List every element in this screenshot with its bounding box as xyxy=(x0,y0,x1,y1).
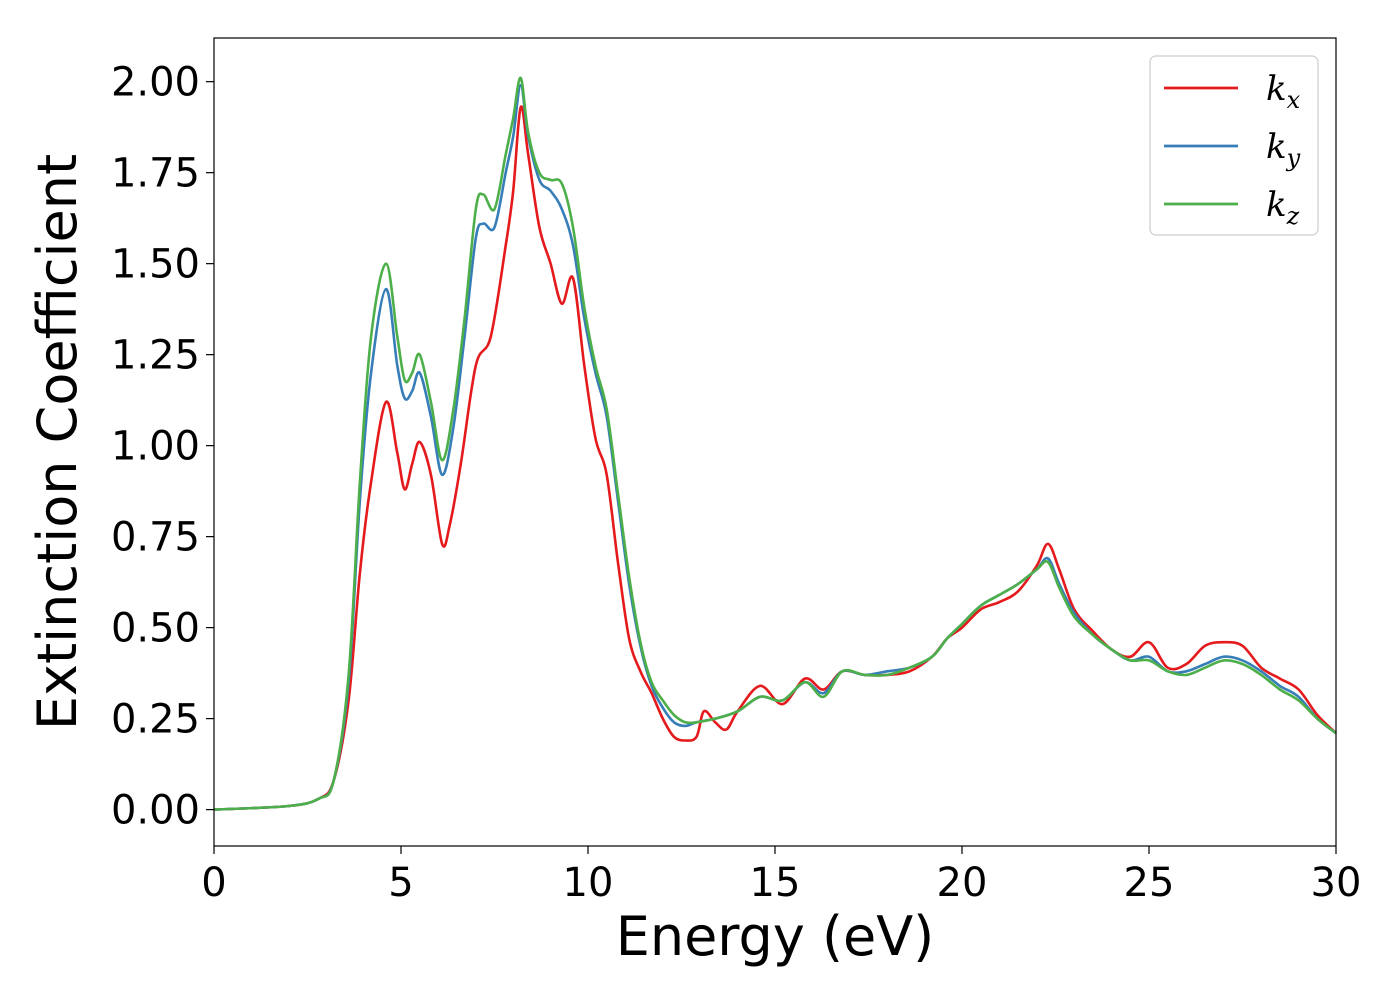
y-tick-label: 0.75 xyxy=(111,515,200,561)
y-axis-ticks: 0.00 0.25 0.50 0.75 1.00 1.25 1.50 1.75 2.00 xyxy=(111,60,214,834)
legend-label-subscript: x xyxy=(1287,86,1301,114)
y-tick-label: 1.50 xyxy=(111,242,200,288)
y-tick-label: 2.00 xyxy=(111,60,200,106)
legend-label-main: k xyxy=(1266,127,1287,167)
y-tick-label: 1.75 xyxy=(111,151,200,197)
legend-label-subscript: z xyxy=(1286,202,1300,230)
legend-label-subscript: y xyxy=(1286,144,1301,172)
y-tick-label: 0.00 xyxy=(111,788,200,834)
y-axis-label: Extinction Coefficient xyxy=(26,154,89,730)
y-tick-label: 1.00 xyxy=(111,424,200,470)
legend-label-z: kz xyxy=(1266,185,1300,230)
x-axis-ticks: 0 5 10 15 20 25 30 xyxy=(201,846,1361,906)
legend-label-y: ky xyxy=(1266,127,1301,172)
y-tick-label: 0.25 xyxy=(111,697,200,743)
x-tick-label: 15 xyxy=(750,860,801,906)
x-tick-label: 5 xyxy=(388,860,413,906)
y-tick-label: 1.25 xyxy=(111,333,200,379)
y-tick-label: 0.50 xyxy=(111,606,200,652)
legend-label-x: kx xyxy=(1266,69,1301,114)
x-tick-label: 10 xyxy=(563,860,614,906)
series-line-kz xyxy=(213,76,1337,811)
legend-label-main: k xyxy=(1266,69,1287,109)
x-tick-label: 25 xyxy=(1124,860,1175,906)
plot-area xyxy=(214,38,1336,846)
x-axis-label: Energy (eV) xyxy=(616,905,935,968)
series-layer xyxy=(213,76,1337,811)
legend-label-main: k xyxy=(1266,185,1287,225)
x-tick-label: 30 xyxy=(1311,860,1362,906)
x-tick-label: 20 xyxy=(937,860,988,906)
x-tick-label: 0 xyxy=(201,860,226,906)
